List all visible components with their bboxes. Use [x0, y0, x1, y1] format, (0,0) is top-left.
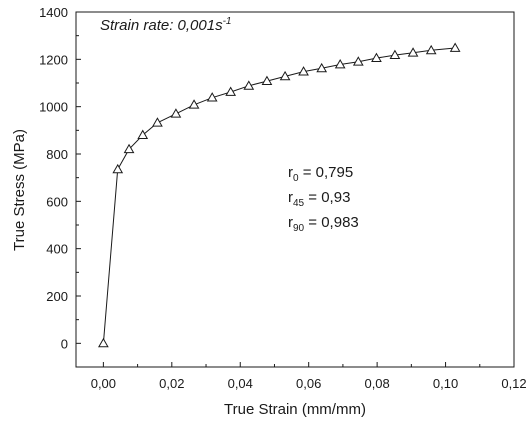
y-tick-label: 1000	[39, 100, 68, 115]
data-markers	[98, 42, 461, 348]
y-tick-label: 400	[46, 242, 68, 257]
data-point	[188, 99, 200, 109]
data-point	[334, 59, 346, 69]
x-tick-label: 0,08	[364, 376, 389, 391]
data-point	[152, 117, 163, 127]
y-tick-label: 1200	[39, 52, 68, 67]
stress-strain-line	[102, 47, 456, 344]
data-point	[225, 86, 237, 96]
r-value-90: r90 = 0,983	[288, 214, 359, 234]
y-tick-label: 800	[46, 147, 68, 162]
data-point	[243, 80, 255, 90]
data-point	[371, 52, 382, 63]
data-point	[352, 56, 364, 66]
data-point	[407, 47, 419, 57]
data-point	[98, 337, 109, 348]
y-axis-title: True Stress (MPa)	[11, 129, 28, 251]
plot-frame	[75, 11, 515, 368]
data-point	[449, 42, 461, 52]
data-point	[112, 163, 124, 174]
r-value-0: r0 = 0,795	[288, 164, 353, 184]
y-tick-label: 200	[46, 289, 68, 304]
r-value-45: r45 = 0,93	[288, 189, 350, 209]
data-point	[279, 70, 291, 81]
y-tick-label: 1400	[39, 5, 68, 20]
x-tick-label: 0,10	[433, 376, 458, 391]
x-tick-label: 0,00	[91, 376, 116, 391]
data-point	[137, 129, 149, 139]
data-point	[123, 143, 135, 154]
data-point	[261, 75, 273, 85]
x-tick-label: 0,04	[228, 376, 253, 391]
data-point	[389, 49, 401, 59]
data-point	[298, 66, 309, 76]
data-point	[425, 44, 437, 55]
y-tick-label: 600	[46, 194, 68, 209]
y-axis: 0 200 400 600 800 1000 1200 1400	[39, 5, 81, 351]
data-point	[206, 92, 218, 102]
y-tick-label: 0	[61, 336, 68, 351]
x-tick-label: 0,12	[501, 376, 526, 391]
x-tick-label: 0,02	[159, 376, 184, 391]
x-axis: 0,00 0,02 0,04 0,06 0,08 0,10 0,12	[91, 362, 527, 391]
x-tick-label: 0,06	[296, 376, 321, 391]
strain-rate-annotation: Strain rate: 0,001s-1	[100, 16, 231, 34]
x-axis-title: True Strain (mm/mm)	[224, 401, 366, 418]
data-point	[316, 62, 328, 73]
data-point	[170, 108, 182, 118]
